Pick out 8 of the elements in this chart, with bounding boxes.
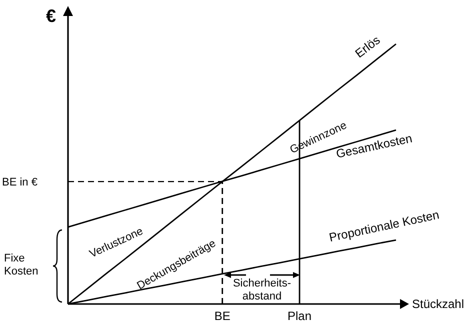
y-axis-title: €: [46, 6, 56, 26]
annotation: Sicherheits- abstand: [232, 278, 292, 302]
x-tick-label: BE: [214, 309, 230, 323]
text: Erlös: [352, 32, 383, 61]
text: Fixe Kosten: [4, 252, 38, 278]
ref-line-label: BE in €: [2, 176, 38, 189]
x-axis-title: Stückzahl: [412, 297, 464, 311]
x-tick-label: Plan: [288, 309, 312, 323]
